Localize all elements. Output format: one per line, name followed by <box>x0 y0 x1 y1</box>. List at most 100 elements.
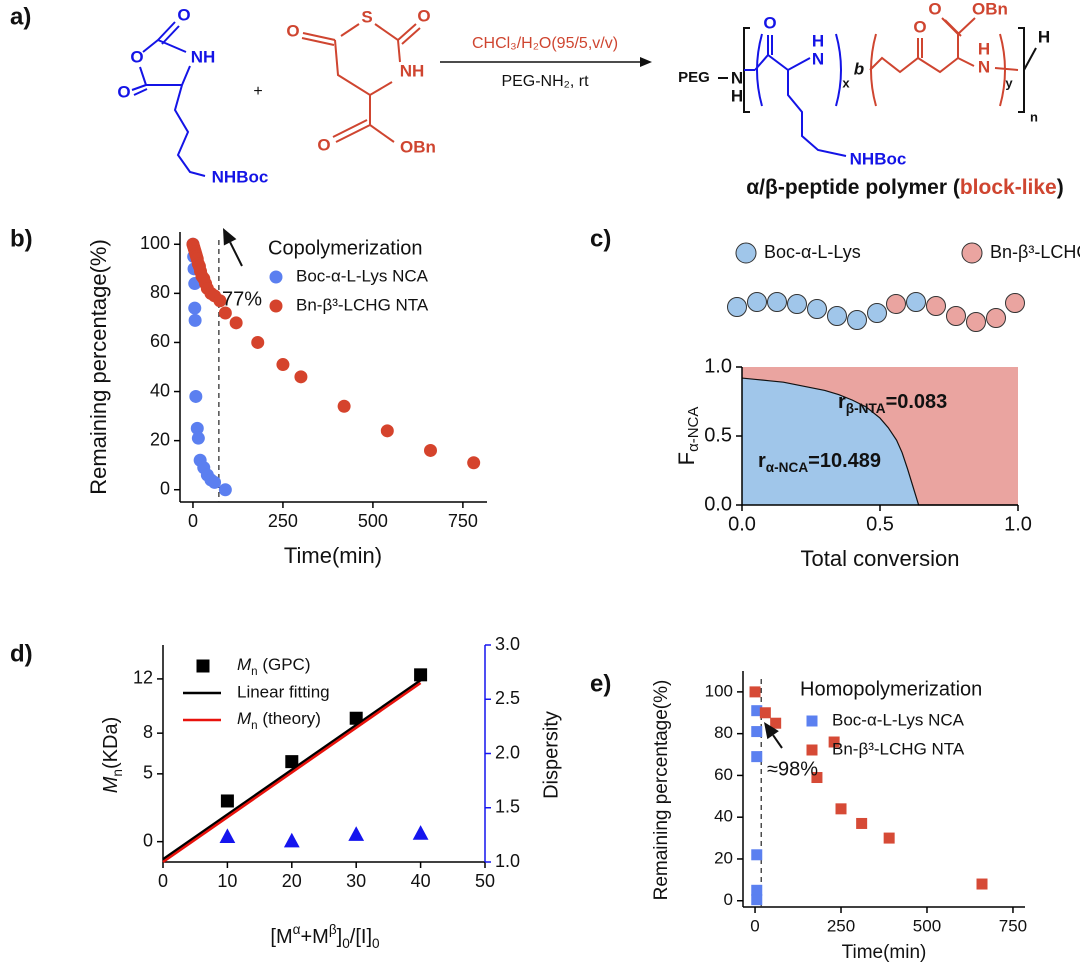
point <box>189 389 203 403</box>
atom: N <box>731 68 743 87</box>
annotation: rα-NCA=10.489 <box>758 450 881 474</box>
annotation-arrow-head <box>764 722 779 740</box>
label-part: [M <box>270 926 292 948</box>
product: PEG N H O N H x b O O OBn N H y n H NHBo… <box>678 0 1050 168</box>
fit-line <box>162 679 422 861</box>
atom: H <box>978 39 990 58</box>
atom: NHBoc <box>850 149 907 168</box>
atom: n <box>1030 109 1038 124</box>
caption-part: block-like <box>960 176 1057 199</box>
y-tick-label: 0.0 <box>704 493 732 515</box>
point <box>285 755 299 769</box>
label-part: β <box>329 922 337 937</box>
label-part: +M <box>300 926 328 948</box>
chain-bead <box>986 308 1006 328</box>
y2-tick-label: 2.0 <box>495 742 520 762</box>
monomer-1: O O NH O NHBoc <box>117 5 268 186</box>
y-tick-label: 12 <box>133 668 153 688</box>
point <box>337 399 351 413</box>
y-axis-label: Mn(KDa) <box>100 717 124 793</box>
label-part: β-NTA <box>846 401 886 416</box>
point <box>751 884 763 896</box>
reaction-arrow: CHCl₃/H₂O(95/5,v/v) PEG-NH₂, rt <box>440 35 652 90</box>
point <box>751 849 763 861</box>
y2-axis-label: Dispersity <box>540 711 562 799</box>
label-part: α <box>293 922 301 937</box>
panel-label: d) <box>10 640 33 667</box>
legend-label: Mn (theory) <box>237 709 321 732</box>
caption-part: ) <box>1057 176 1064 199</box>
legend-label: Linear fitting <box>237 682 330 701</box>
point <box>276 358 290 372</box>
point <box>423 443 437 457</box>
fit-line <box>162 681 422 864</box>
y-tick-label: 20 <box>714 848 733 867</box>
y-tick-label: 0 <box>160 478 170 498</box>
beta-unit <box>869 17 1019 107</box>
point <box>412 825 429 840</box>
point <box>749 686 761 698</box>
point <box>828 736 840 748</box>
point <box>751 705 763 717</box>
point <box>856 817 868 829</box>
y-tick-label: 0 <box>724 890 733 909</box>
point <box>770 717 782 729</box>
atom: N <box>812 49 824 68</box>
bonds <box>131 21 206 177</box>
product-caption: α/β-peptide polymer (block-like) <box>746 176 1063 199</box>
legend-marker <box>735 242 757 264</box>
atom: NH <box>400 61 425 80</box>
legend-title: Homopolymerization <box>800 678 982 700</box>
bonds <box>301 23 421 143</box>
point <box>835 803 847 815</box>
point <box>229 316 243 330</box>
label-part: =0.083 <box>886 391 948 413</box>
x-tick-label: 250 <box>827 916 855 935</box>
point <box>976 878 988 890</box>
y-tick-label: 80 <box>150 282 170 302</box>
point <box>751 751 763 763</box>
label-part: ] <box>337 926 343 948</box>
atom: O <box>763 13 776 32</box>
alpha-unit <box>744 33 847 157</box>
chain-bead <box>906 292 926 312</box>
point <box>811 772 823 784</box>
legend-marker <box>806 715 818 727</box>
y-tick-label: 80 <box>714 723 733 742</box>
chain-bead <box>767 292 787 312</box>
atom: O <box>417 6 430 25</box>
y-tick-label: 60 <box>150 331 170 351</box>
y-tick-label: 100 <box>705 681 733 700</box>
y-tick-label: 40 <box>714 807 733 826</box>
atom: N <box>978 57 990 76</box>
point <box>251 335 265 349</box>
y2-tick-label: 1.0 <box>495 851 520 871</box>
x-axis-label: Total conversion <box>801 546 960 571</box>
chain-bead <box>867 303 887 323</box>
atom: x <box>842 75 850 90</box>
chain-bead <box>787 294 807 314</box>
label-part: α-NCA <box>685 407 702 452</box>
atom: O <box>117 82 130 101</box>
x-axis-label: Time(min) <box>284 543 382 568</box>
x-tick-label: 0 <box>188 511 198 531</box>
condition: CHCl₃/H₂O(95/5,v/v) <box>472 35 618 52</box>
y-tick-label: 60 <box>714 765 733 784</box>
chain-bead <box>747 292 767 312</box>
atom: y <box>1005 75 1013 90</box>
atom: O <box>928 0 941 18</box>
x-tick-label: 50 <box>475 871 495 891</box>
label-part: (KDa) <box>100 717 122 769</box>
y-tick-label: 0.5 <box>704 424 732 446</box>
y2-tick-label: 1.5 <box>495 797 520 817</box>
legend-marker <box>961 242 983 264</box>
atom: H <box>812 31 824 50</box>
annotation-arrow-head <box>223 228 237 246</box>
point <box>190 421 204 435</box>
atom: OBn <box>400 137 436 156</box>
point <box>220 794 234 808</box>
chain-bead <box>966 312 986 332</box>
y2-tick-label: 3.0 <box>495 634 520 654</box>
chain-bead <box>926 296 946 316</box>
